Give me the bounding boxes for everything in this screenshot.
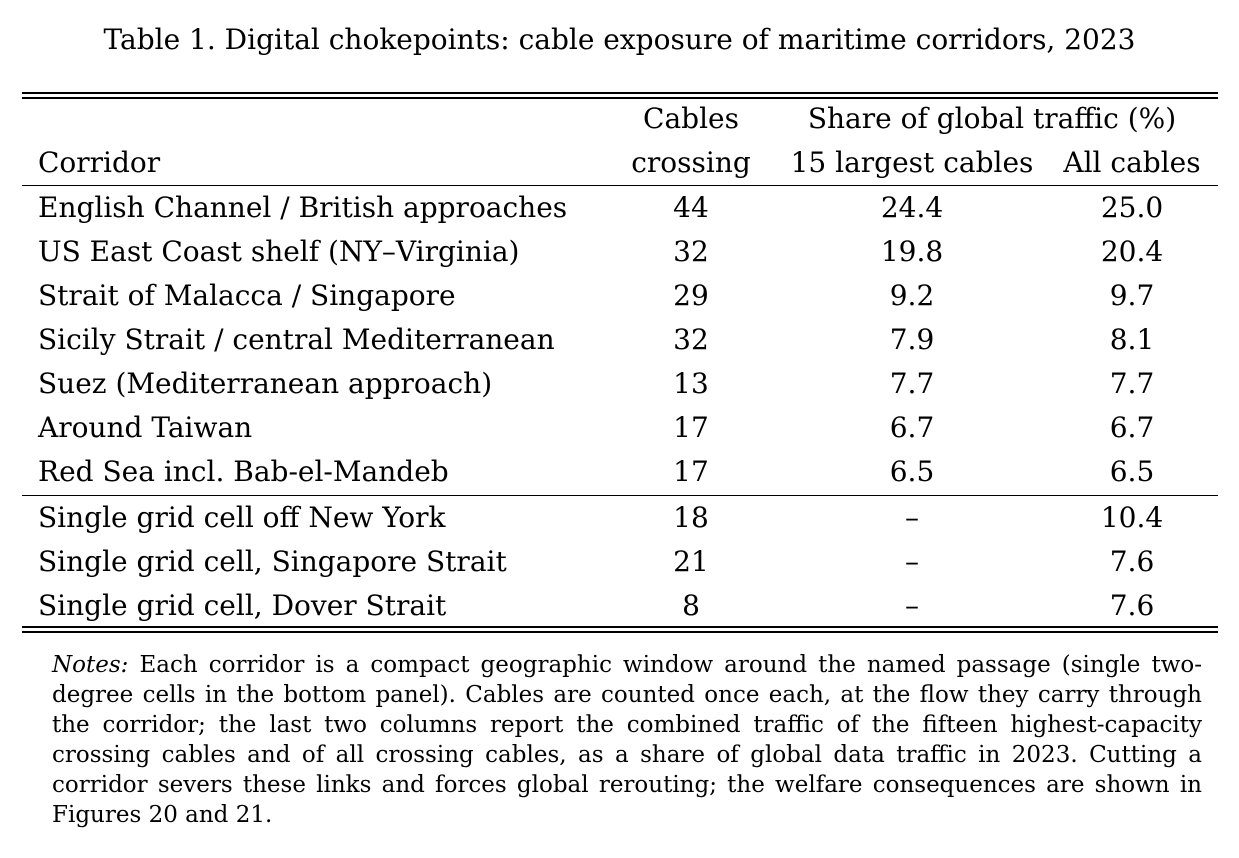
all-cables-share-cell: 25.0 [1100, 191, 1164, 224]
cables-crossing-cell: 8 [682, 589, 700, 622]
header-all-cables: All cables [1063, 146, 1201, 179]
bottom-rule-lower [22, 631, 1218, 633]
cables-crossing-cell: 29 [673, 279, 709, 312]
top-rule-lower [22, 97, 1218, 99]
header-row-1: Cables Share of global traffic (%) [22, 97, 1218, 141]
corridor-cell: Single grid cell, Dover Strait [38, 589, 447, 622]
corridor-cell: Red Sea incl. Bab-el-Mandeb [38, 455, 449, 488]
largest-cables-share-cell: 6.7 [889, 411, 935, 444]
table-row: Sicily Strait / central Mediterranean 32 7… [22, 318, 1218, 362]
table-row: Single grid cell, Singapore Strait 21 – 7.6 [22, 540, 1218, 584]
all-cables-share-cell: 7.6 [1109, 589, 1155, 622]
table-row: Strait of Malacca / Singapore 29 9.2 9.7 [22, 274, 1218, 318]
all-cables-share-cell: 6.7 [1109, 411, 1155, 444]
table-row: US East Coast shelf (NY–Virginia) 32 19.8 2… [22, 230, 1218, 274]
corridor-cell: English Channel / British approaches [38, 191, 568, 224]
header-largest-cables: 15 largest cables [790, 146, 1034, 179]
cables-crossing-cell: 18 [673, 501, 709, 534]
table-row: Around Taiwan 17 6.7 6.7 [22, 406, 1218, 450]
corridor-cell: US East Coast shelf (NY–Virginia) [38, 235, 520, 268]
panel-divider-rule [22, 495, 1218, 496]
top-rule-upper [22, 92, 1218, 94]
cables-crossing-cell: 32 [673, 323, 709, 356]
header-corridor: Corridor [38, 146, 161, 179]
corridor-cell: Around Taiwan [38, 411, 253, 444]
largest-cables-share-cell: – [905, 589, 919, 622]
all-cables-share-cell: 10.4 [1100, 501, 1164, 534]
notes-label: Notes: [52, 652, 129, 678]
header-share-group: Share of global traffic (%) [807, 102, 1177, 135]
header-cables: Cables [643, 102, 739, 135]
largest-cables-share-cell: – [905, 545, 919, 578]
largest-cables-share-cell: 7.7 [889, 367, 935, 400]
all-cables-share-cell: 9.7 [1109, 279, 1155, 312]
corridor-cell: Single grid cell, Singapore Strait [38, 545, 507, 578]
table-row: Suez (Mediterranean approach) 13 7.7 7.7 [22, 362, 1218, 406]
largest-cables-share-cell: 24.4 [880, 191, 944, 224]
all-cables-share-cell: 7.6 [1109, 545, 1155, 578]
cables-crossing-cell: 32 [673, 235, 709, 268]
all-cables-share-cell: 6.5 [1109, 455, 1155, 488]
cables-crossing-cell: 17 [673, 411, 709, 444]
table-row: Single grid cell off New York 18 – 10.4 [22, 496, 1218, 540]
largest-cables-share-cell: 6.5 [889, 455, 935, 488]
all-cables-share-cell: 7.7 [1109, 367, 1155, 400]
cables-crossing-cell: 13 [673, 367, 709, 400]
corridor-cell: Single grid cell off New York [38, 501, 446, 534]
table-notes: Notes: Each corridor is a compact geogra… [52, 650, 1202, 830]
table-row: English Channel / British approaches 44 24… [22, 186, 1218, 230]
table-row: Single grid cell, Dover Strait 8 – 7.6 [22, 584, 1218, 628]
all-cables-share-cell: 20.4 [1100, 235, 1164, 268]
header-row-2: Corridor crossing 15 largest cables All … [22, 141, 1218, 185]
largest-cables-share-cell: 7.9 [889, 323, 935, 356]
cables-crossing-cell: 44 [673, 191, 709, 224]
largest-cables-share-cell: – [905, 501, 919, 534]
corridor-cell: Sicily Strait / central Mediterranean [38, 323, 555, 356]
all-cables-share-cell: 8.1 [1109, 323, 1155, 356]
corridor-cell: Strait of Malacca / Singapore [38, 279, 456, 312]
header-crossing: crossing [631, 146, 751, 179]
largest-cables-share-cell: 9.2 [889, 279, 935, 312]
cables-crossing-cell: 21 [673, 545, 709, 578]
table-caption: Table 1. Digital chokepoints: cable expo… [103, 23, 1136, 56]
table-row: Red Sea incl. Bab-el-Mandeb 17 6.5 6.5 [22, 450, 1218, 494]
notes-text: Each corridor is a compact geographic wi… [52, 652, 1202, 828]
bottom-rule-upper [22, 626, 1218, 628]
cables-crossing-cell: 17 [673, 455, 709, 488]
corridor-cell: Suez (Mediterranean approach) [38, 367, 493, 400]
header-rule [22, 185, 1218, 186]
largest-cables-share-cell: 19.8 [880, 235, 944, 268]
